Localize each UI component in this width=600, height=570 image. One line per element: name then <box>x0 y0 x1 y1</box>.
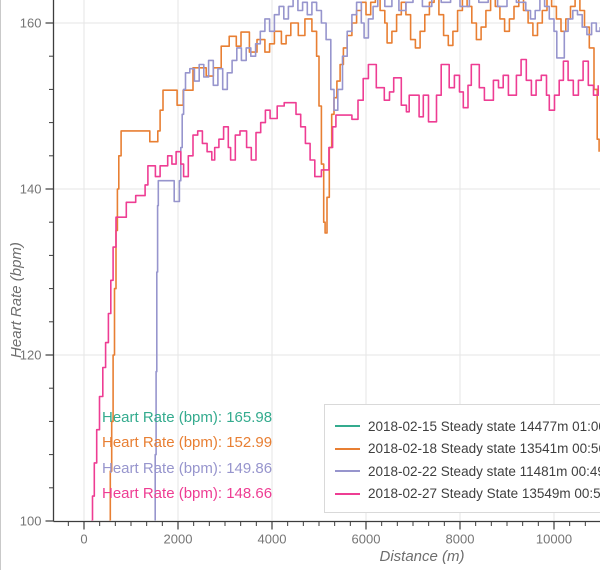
legend-label: 2018-02-22 Steady state 11481m 00:49:1 <box>368 463 600 479</box>
legend-label: 2018-02-15 Steady state 14477m 01:00:2 <box>368 418 600 434</box>
x-tick-label: 2000 <box>164 532 193 547</box>
x-tick-label: 6000 <box>352 532 381 547</box>
legend-swatch-icon <box>335 470 360 473</box>
legend: 2018-02-15 Steady state 14477m 01:00:2 20… <box>324 404 600 513</box>
x-tick-label: 10000 <box>536 532 572 547</box>
series-line-2[interactable] <box>154 0 600 521</box>
y-tick-label: 120 <box>20 348 42 363</box>
legend-swatch-icon <box>335 447 360 450</box>
y-tick-label: 140 <box>20 182 42 197</box>
axes: 0 2000 4000 6000 8000 10000 100 120 140 160 Distan… <box>8 0 600 565</box>
x-tick-label: 0 <box>80 532 87 547</box>
series-line-3[interactable] <box>91 58 599 522</box>
x-tick-label: 4000 <box>258 532 287 547</box>
y-axis-title: Heart Rate (bpm) <box>8 242 25 358</box>
x-tick-label: 8000 <box>446 532 475 547</box>
legend-swatch-icon <box>335 492 360 495</box>
legend-swatch-icon <box>335 425 360 428</box>
legend-item-1[interactable]: 2018-02-18 Steady state 13541m 00:56:0 <box>335 438 600 461</box>
legend-label: 2018-02-18 Steady state 13541m 00:56:0 <box>368 441 600 457</box>
y-tick-label: 100 <box>20 514 42 529</box>
x-axis-title: Distance (m) <box>379 548 464 565</box>
legend-item-3[interactable]: 2018-02-27 Steady State 13549m 00:56:4 <box>335 483 600 506</box>
legend-item-2[interactable]: 2018-02-22 Steady state 11481m 00:49:1 <box>335 460 600 483</box>
legend-label: 2018-02-27 Steady State 13549m 00:56:4 <box>368 486 600 502</box>
series-lines <box>91 0 600 521</box>
y-tick-label: 160 <box>20 16 42 31</box>
legend-item-0[interactable]: 2018-02-15 Steady state 14477m 01:00:2 <box>335 415 600 438</box>
